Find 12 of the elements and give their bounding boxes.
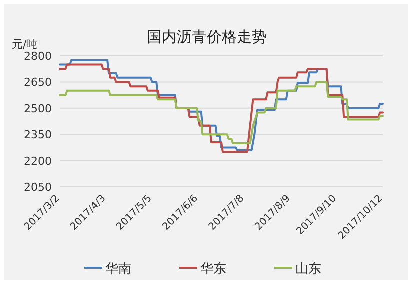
y-tick-label: 2050 (24, 181, 52, 194)
line-series (59, 81, 384, 144)
chart-title: 国内沥青价格走势 (147, 28, 267, 46)
y-tick-label: 2500 (24, 102, 52, 116)
legend-label: 华南 (106, 262, 132, 277)
y-tick-label: 2350 (24, 128, 52, 142)
legend-label: 华东 (200, 262, 226, 277)
legend-label: 山东 (296, 262, 322, 277)
y-tick-label: 2800 (24, 50, 52, 63)
y-tick-label: 2200 (24, 154, 52, 168)
y-tick-label: 2650 (24, 76, 52, 90)
y-axis-title: 元/吨 (12, 38, 38, 51)
